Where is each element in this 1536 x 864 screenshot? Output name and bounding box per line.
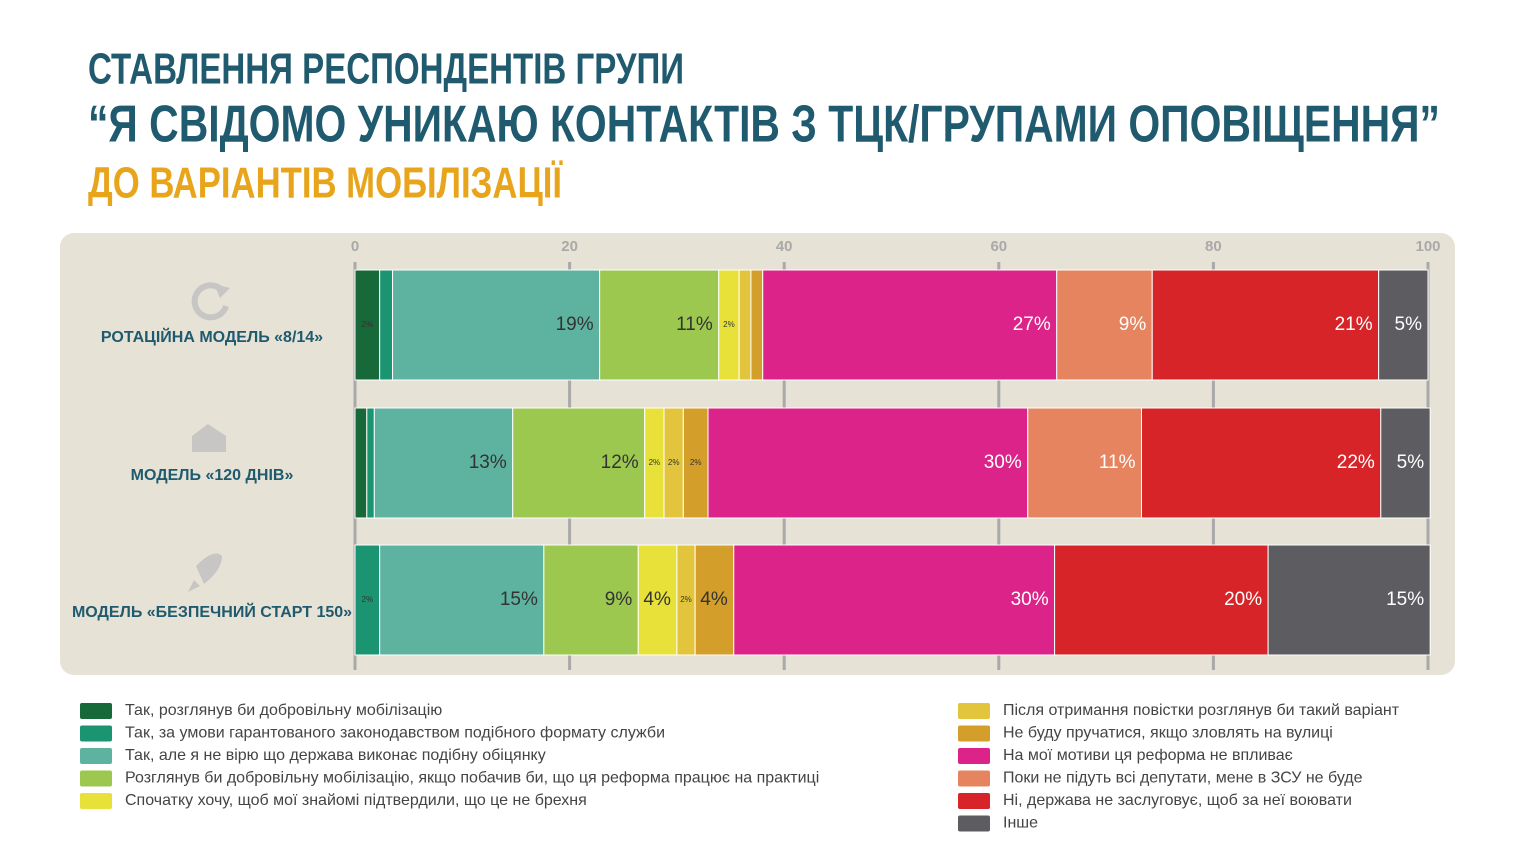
legend-swatch <box>80 770 112 787</box>
bar-segment <box>682 407 709 519</box>
data-label: 4% <box>700 589 728 610</box>
rotation-icon <box>214 284 230 298</box>
legend-swatch <box>958 793 990 809</box>
chart-title: СТАВЛЕННЯ РЕСПОНДЕНТІВ ГРУПИ <box>88 45 684 94</box>
bar-segment <box>750 269 764 381</box>
bar-segment <box>512 407 646 519</box>
bar-segment <box>1378 269 1429 381</box>
legend-label: На мої мотиви ця реформа не впливає <box>1003 747 1293 764</box>
bar-segment <box>379 269 394 381</box>
data-label: 19% <box>556 314 594 335</box>
legend-swatch <box>958 815 990 832</box>
bar-segment <box>354 407 368 519</box>
x-tick-label: 80 <box>1205 238 1222 255</box>
data-label: 30% <box>1011 589 1049 610</box>
legend-swatch <box>80 725 112 742</box>
data-label: 2% <box>649 458 661 467</box>
bar-segment <box>354 544 381 656</box>
legend-label: Інше <box>1003 815 1038 832</box>
data-label: 13% <box>469 452 507 473</box>
category-label: МОДЕЛЬ «БЕЗПЕЧНИЙ СТАРТ 150» <box>72 602 352 621</box>
bar-segment <box>1054 544 1269 656</box>
legend-label: Так, за умови гарантованого законодавств… <box>125 725 665 742</box>
data-label: 5% <box>1395 314 1423 335</box>
bar-segment <box>1056 269 1153 381</box>
legend-swatch <box>958 748 990 764</box>
bar-segment <box>762 269 1058 381</box>
bar-segment <box>599 269 720 381</box>
bar-segment <box>733 544 1056 656</box>
data-label: 15% <box>1386 589 1424 610</box>
bar-segment <box>354 269 381 381</box>
data-label: 27% <box>1013 314 1051 335</box>
rocket-icon <box>188 553 222 592</box>
data-label: 2% <box>362 320 374 329</box>
data-label: 2% <box>680 595 692 604</box>
category-label: МОДЕЛЬ «120 ДНІВ» <box>131 467 294 484</box>
chart-title: “Я СВІДОМО УНИКАЮ КОНТАКТІВ З ТЦК/ГРУПАМ… <box>88 96 1440 154</box>
bar-segment <box>1141 407 1382 519</box>
legend-swatch <box>958 770 990 787</box>
x-tick-label: 0 <box>351 238 359 255</box>
x-tick-label: 100 <box>1415 238 1440 255</box>
chart-title: ДО ВАРІАНТІВ МОБІЛІЗАЦІЇ <box>88 159 563 208</box>
legend-label: Після отримання повістки розглянув би та… <box>1003 702 1400 719</box>
bar-segment <box>392 269 601 381</box>
data-label: 30% <box>984 452 1022 473</box>
bar-segment <box>1380 407 1431 519</box>
data-label: 22% <box>1337 452 1375 473</box>
data-label: 15% <box>500 589 538 610</box>
data-label: 2% <box>690 458 702 467</box>
data-label: 2% <box>723 320 735 329</box>
data-label: 4% <box>643 589 671 610</box>
data-label: 2% <box>362 595 374 604</box>
legend-label: Ні, держава не заслуговує, щоб за неї во… <box>1003 792 1352 809</box>
data-label: 20% <box>1224 589 1262 610</box>
data-label: 2% <box>668 458 680 467</box>
house-icon <box>192 424 226 452</box>
x-tick-label: 20 <box>561 238 578 255</box>
bar-segment <box>637 544 678 656</box>
legend-label: Поки не підуть всі депутати, мене в ЗСУ … <box>1003 770 1363 787</box>
legend-label: Розглянув би добровільну мобілізацію, як… <box>125 770 819 787</box>
data-label: 11% <box>676 314 713 335</box>
legend-swatch <box>80 703 112 719</box>
bar-segment <box>1027 407 1143 519</box>
bar-segment <box>543 544 639 656</box>
data-label: 12% <box>601 452 639 473</box>
legend-swatch <box>80 748 112 764</box>
bar-segment <box>707 407 1029 519</box>
legend-label: Так, але я не вірю що держава виконає по… <box>125 747 546 764</box>
data-label: 21% <box>1335 314 1373 335</box>
icons <box>188 282 230 592</box>
legend-label: Так, розглянув би добровільну мобілізаці… <box>125 702 442 719</box>
bar-segment <box>366 407 375 519</box>
legend-swatch <box>958 703 990 719</box>
x-tick-label: 40 <box>776 238 793 255</box>
data-label: 5% <box>1397 452 1425 473</box>
data-label: 11% <box>1099 452 1136 473</box>
bar-segment <box>1267 544 1431 656</box>
data-label: 9% <box>605 589 633 610</box>
rotation-icon <box>191 282 229 321</box>
legend-label: Спочатку хочу, щоб мої знайомі підтверди… <box>125 792 587 809</box>
category-label: РОТАЦІЙНА МОДЕЛЬ «8/14» <box>101 327 323 346</box>
bar-segment <box>379 544 545 656</box>
data-label: 9% <box>1119 314 1147 335</box>
bar-segment <box>1151 269 1380 381</box>
legend-label: Не буду пручатися, якщо зловлять на вули… <box>1003 725 1333 742</box>
legend-swatch <box>958 725 990 742</box>
x-tick-label: 60 <box>990 238 1007 255</box>
legend-swatch <box>80 793 112 809</box>
bar-segment <box>373 407 514 519</box>
bar-segment <box>694 544 735 656</box>
bar-segment <box>738 269 752 381</box>
